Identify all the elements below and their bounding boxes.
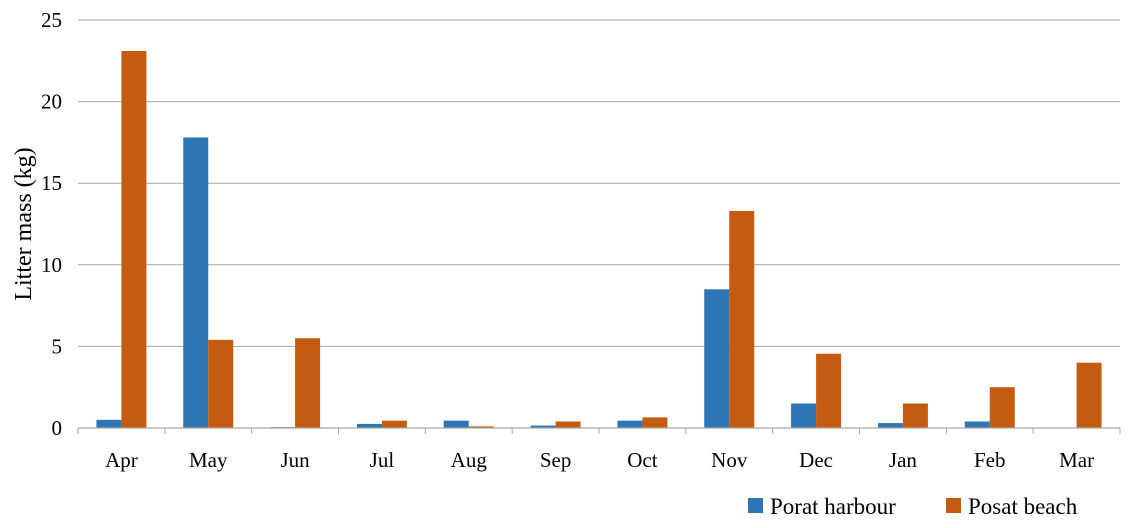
bar-porat-harbour-nov <box>704 289 730 428</box>
bar-porat-harbour-aug <box>443 420 469 428</box>
legend-swatch <box>946 498 961 513</box>
x-tick-label: Jul <box>370 448 395 472</box>
x-axis-ticks: Apr May Jun Jul Aug Sep Oct Nov Dec Jan Feb Mar <box>77 428 1121 472</box>
bar-porat-harbour-jul <box>356 423 382 428</box>
legend-swatch <box>748 498 763 513</box>
x-tick-label: Sep <box>540 448 572 472</box>
x-tick-label: Apr <box>105 448 138 472</box>
bar-posat-beach-apr <box>121 51 147 429</box>
x-tick-label: Jun <box>280 448 310 472</box>
x-tick-label: May <box>189 448 228 472</box>
y-axis-ticks: 0 5 10 15 20 25 <box>41 8 62 440</box>
x-tick-label: Jan <box>889 448 917 472</box>
bar-posat-beach-feb <box>989 387 1015 428</box>
bars <box>96 51 1102 429</box>
y-tick-label: 5 <box>52 334 63 358</box>
legend: Porat harbour Posat beach <box>748 494 1078 519</box>
y-axis-title: Litter mass (kg) <box>11 147 37 300</box>
bar-porat-harbour-dec <box>791 403 817 428</box>
bar-posat-beach-sep <box>555 421 581 428</box>
bar-porat-harbour-jan <box>877 423 903 428</box>
y-tick-label: 15 <box>41 171 62 195</box>
bar-posat-beach-nov <box>729 210 755 428</box>
x-tick-label: Aug <box>451 448 488 472</box>
bar-posat-beach-jan <box>902 403 928 428</box>
bar-posat-beach-oct <box>642 417 668 428</box>
legend-label: Posat beach <box>968 494 1078 519</box>
bar-posat-beach-dec <box>816 353 842 428</box>
bar-posat-beach-jul <box>381 420 407 428</box>
bar-posat-beach-may <box>208 339 234 428</box>
bar-posat-beach-jun <box>295 338 321 428</box>
y-tick-label: 10 <box>41 253 62 277</box>
x-tick-label: Oct <box>627 448 657 472</box>
x-tick-label: Mar <box>1059 448 1094 472</box>
bar-porat-harbour-oct <box>617 420 643 428</box>
x-tick-label: Feb <box>974 448 1006 472</box>
x-tick-label: Dec <box>799 448 833 472</box>
bar-posat-beach-aug <box>468 426 494 428</box>
x-tick-label: Nov <box>711 448 748 472</box>
gridlines <box>78 19 1120 347</box>
bar-porat-harbour-apr <box>96 419 122 428</box>
legend-label: Porat harbour <box>770 494 896 519</box>
y-tick-label: 20 <box>41 90 62 114</box>
bar-posat-beach-mar <box>1076 362 1102 428</box>
bar-porat-harbour-may <box>183 137 209 428</box>
bar-porat-harbour-sep <box>530 425 556 428</box>
bar-porat-harbour-feb <box>964 421 990 428</box>
y-tick-label: 0 <box>52 416 63 440</box>
y-tick-label: 25 <box>41 8 62 32</box>
